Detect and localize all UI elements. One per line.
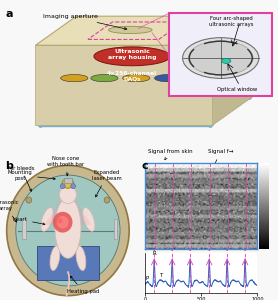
FancyBboxPatch shape (169, 13, 272, 96)
Text: b: b (5, 161, 13, 171)
Ellipse shape (76, 246, 86, 271)
Text: Ultrasonic
array housing: Ultrasonic array housing (108, 50, 156, 60)
Ellipse shape (91, 74, 118, 82)
Ellipse shape (50, 246, 60, 271)
Text: Nose cone
with tooth bar: Nose cone with tooth bar (47, 156, 84, 176)
Polygon shape (44, 189, 91, 225)
Circle shape (16, 175, 120, 286)
Ellipse shape (55, 197, 81, 258)
Text: a: a (6, 9, 13, 19)
Text: Signal from skin: Signal from skin (148, 149, 192, 160)
Circle shape (183, 38, 259, 78)
Bar (113, 219, 117, 239)
Ellipse shape (83, 208, 95, 231)
Bar (37, 246, 99, 280)
Text: Heart: Heart (12, 217, 45, 225)
Bar (64, 178, 72, 183)
Polygon shape (36, 45, 213, 125)
Ellipse shape (108, 26, 152, 34)
Text: Expanded
laser beam: Expanded laser beam (92, 170, 122, 197)
Text: Imaging aperture: Imaging aperture (43, 14, 127, 30)
Text: 4×256-channel
DAQs: 4×256-channel DAQs (107, 71, 157, 82)
Circle shape (104, 197, 110, 203)
Text: Four arc-shaped
ultrasonic arrays: Four arc-shaped ultrasonic arrays (209, 16, 254, 27)
Text: Signal f→: Signal f→ (208, 149, 233, 172)
Ellipse shape (61, 74, 88, 82)
Ellipse shape (155, 74, 182, 82)
Ellipse shape (123, 74, 150, 82)
Circle shape (26, 197, 32, 203)
Ellipse shape (94, 47, 170, 66)
Circle shape (222, 58, 231, 63)
Text: Ultrasonic
array: Ultrasonic array (0, 200, 19, 222)
Circle shape (53, 212, 73, 232)
Circle shape (71, 184, 76, 189)
Polygon shape (36, 16, 254, 45)
Circle shape (57, 216, 69, 228)
Bar (22, 219, 26, 239)
Ellipse shape (41, 208, 53, 231)
Text: Air bleeds: Air bleeds (8, 166, 34, 191)
Circle shape (60, 184, 65, 189)
Text: c: c (141, 161, 148, 171)
Circle shape (7, 165, 129, 296)
Text: Optical window: Optical window (217, 87, 257, 92)
Polygon shape (213, 16, 254, 125)
Ellipse shape (59, 185, 76, 203)
Circle shape (188, 41, 253, 75)
Circle shape (58, 218, 63, 224)
Text: Heating pad: Heating pad (67, 276, 100, 294)
Ellipse shape (62, 178, 74, 188)
Text: Mounting
post: Mounting post (7, 170, 55, 181)
